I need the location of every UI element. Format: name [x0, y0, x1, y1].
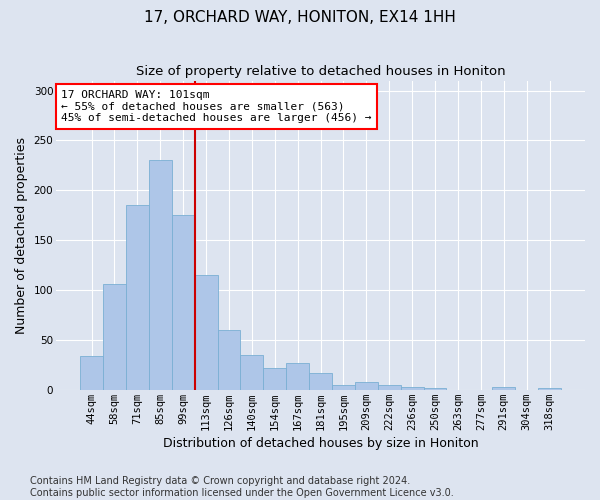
Bar: [538, 388, 561, 390]
Text: 17 ORCHARD WAY: 101sqm
← 55% of detached houses are smaller (563)
45% of semi-de: 17 ORCHARD WAY: 101sqm ← 55% of detached…: [61, 90, 372, 123]
Bar: [424, 388, 446, 390]
Bar: [172, 215, 194, 390]
Bar: [309, 373, 332, 390]
Bar: [492, 387, 515, 390]
Bar: [332, 385, 355, 390]
Bar: [286, 363, 309, 390]
Text: Contains HM Land Registry data © Crown copyright and database right 2024.
Contai: Contains HM Land Registry data © Crown c…: [30, 476, 454, 498]
Bar: [218, 330, 241, 390]
Bar: [401, 387, 424, 390]
Bar: [80, 356, 103, 390]
Y-axis label: Number of detached properties: Number of detached properties: [15, 136, 28, 334]
Bar: [355, 382, 378, 390]
Bar: [263, 368, 286, 390]
Text: 17, ORCHARD WAY, HONITON, EX14 1HH: 17, ORCHARD WAY, HONITON, EX14 1HH: [144, 10, 456, 25]
Bar: [378, 385, 401, 390]
X-axis label: Distribution of detached houses by size in Honiton: Distribution of detached houses by size …: [163, 437, 478, 450]
Bar: [194, 275, 218, 390]
Bar: [241, 355, 263, 390]
Bar: [149, 160, 172, 390]
Bar: [126, 205, 149, 390]
Bar: [103, 284, 126, 390]
Title: Size of property relative to detached houses in Honiton: Size of property relative to detached ho…: [136, 65, 505, 78]
